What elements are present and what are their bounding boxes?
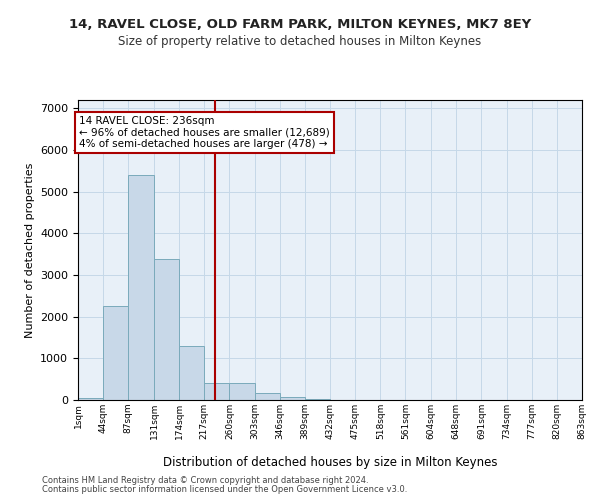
Y-axis label: Number of detached properties: Number of detached properties xyxy=(25,162,35,338)
Text: Contains public sector information licensed under the Open Government Licence v3: Contains public sector information licen… xyxy=(42,485,407,494)
Bar xyxy=(154,259,179,400)
Bar xyxy=(78,398,103,400)
Bar xyxy=(229,384,254,400)
Bar xyxy=(179,346,204,400)
Text: Size of property relative to detached houses in Milton Keynes: Size of property relative to detached ho… xyxy=(118,35,482,48)
Text: Contains HM Land Registry data © Crown copyright and database right 2024.: Contains HM Land Registry data © Crown c… xyxy=(42,476,368,485)
Bar xyxy=(254,394,280,400)
Bar xyxy=(204,384,229,400)
Bar xyxy=(128,175,154,400)
Bar xyxy=(103,306,128,400)
Text: 14, RAVEL CLOSE, OLD FARM PARK, MILTON KEYNES, MK7 8EY: 14, RAVEL CLOSE, OLD FARM PARK, MILTON K… xyxy=(69,18,531,30)
Text: Distribution of detached houses by size in Milton Keynes: Distribution of detached houses by size … xyxy=(163,456,497,469)
Bar xyxy=(280,396,305,400)
Bar xyxy=(305,399,330,400)
Text: 14 RAVEL CLOSE: 236sqm
← 96% of detached houses are smaller (12,689)
4% of semi-: 14 RAVEL CLOSE: 236sqm ← 96% of detached… xyxy=(79,116,330,149)
